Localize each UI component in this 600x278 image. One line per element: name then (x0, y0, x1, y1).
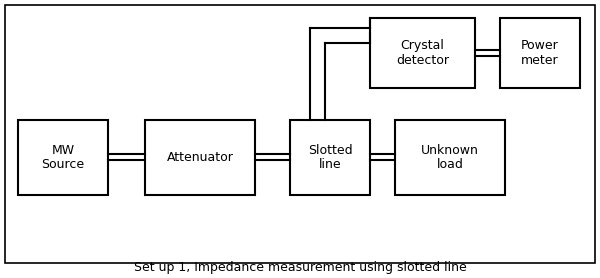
Bar (18, 120, 108, 195)
Bar (395, 120, 505, 195)
Text: Attenuator: Attenuator (167, 151, 233, 164)
Bar (145, 120, 255, 195)
Text: Set up 1, Impedance measurement using slotted line: Set up 1, Impedance measurement using sl… (134, 262, 466, 274)
Text: Power
meter: Power meter (521, 39, 559, 67)
Text: Unknown
load: Unknown load (421, 143, 479, 172)
Text: Slotted
line: Slotted line (308, 143, 352, 172)
Bar (500, 18, 580, 88)
Text: Crystal
detector: Crystal detector (396, 39, 449, 67)
Bar (370, 18, 475, 88)
Bar (290, 120, 370, 195)
Text: MW
Source: MW Source (41, 143, 85, 172)
